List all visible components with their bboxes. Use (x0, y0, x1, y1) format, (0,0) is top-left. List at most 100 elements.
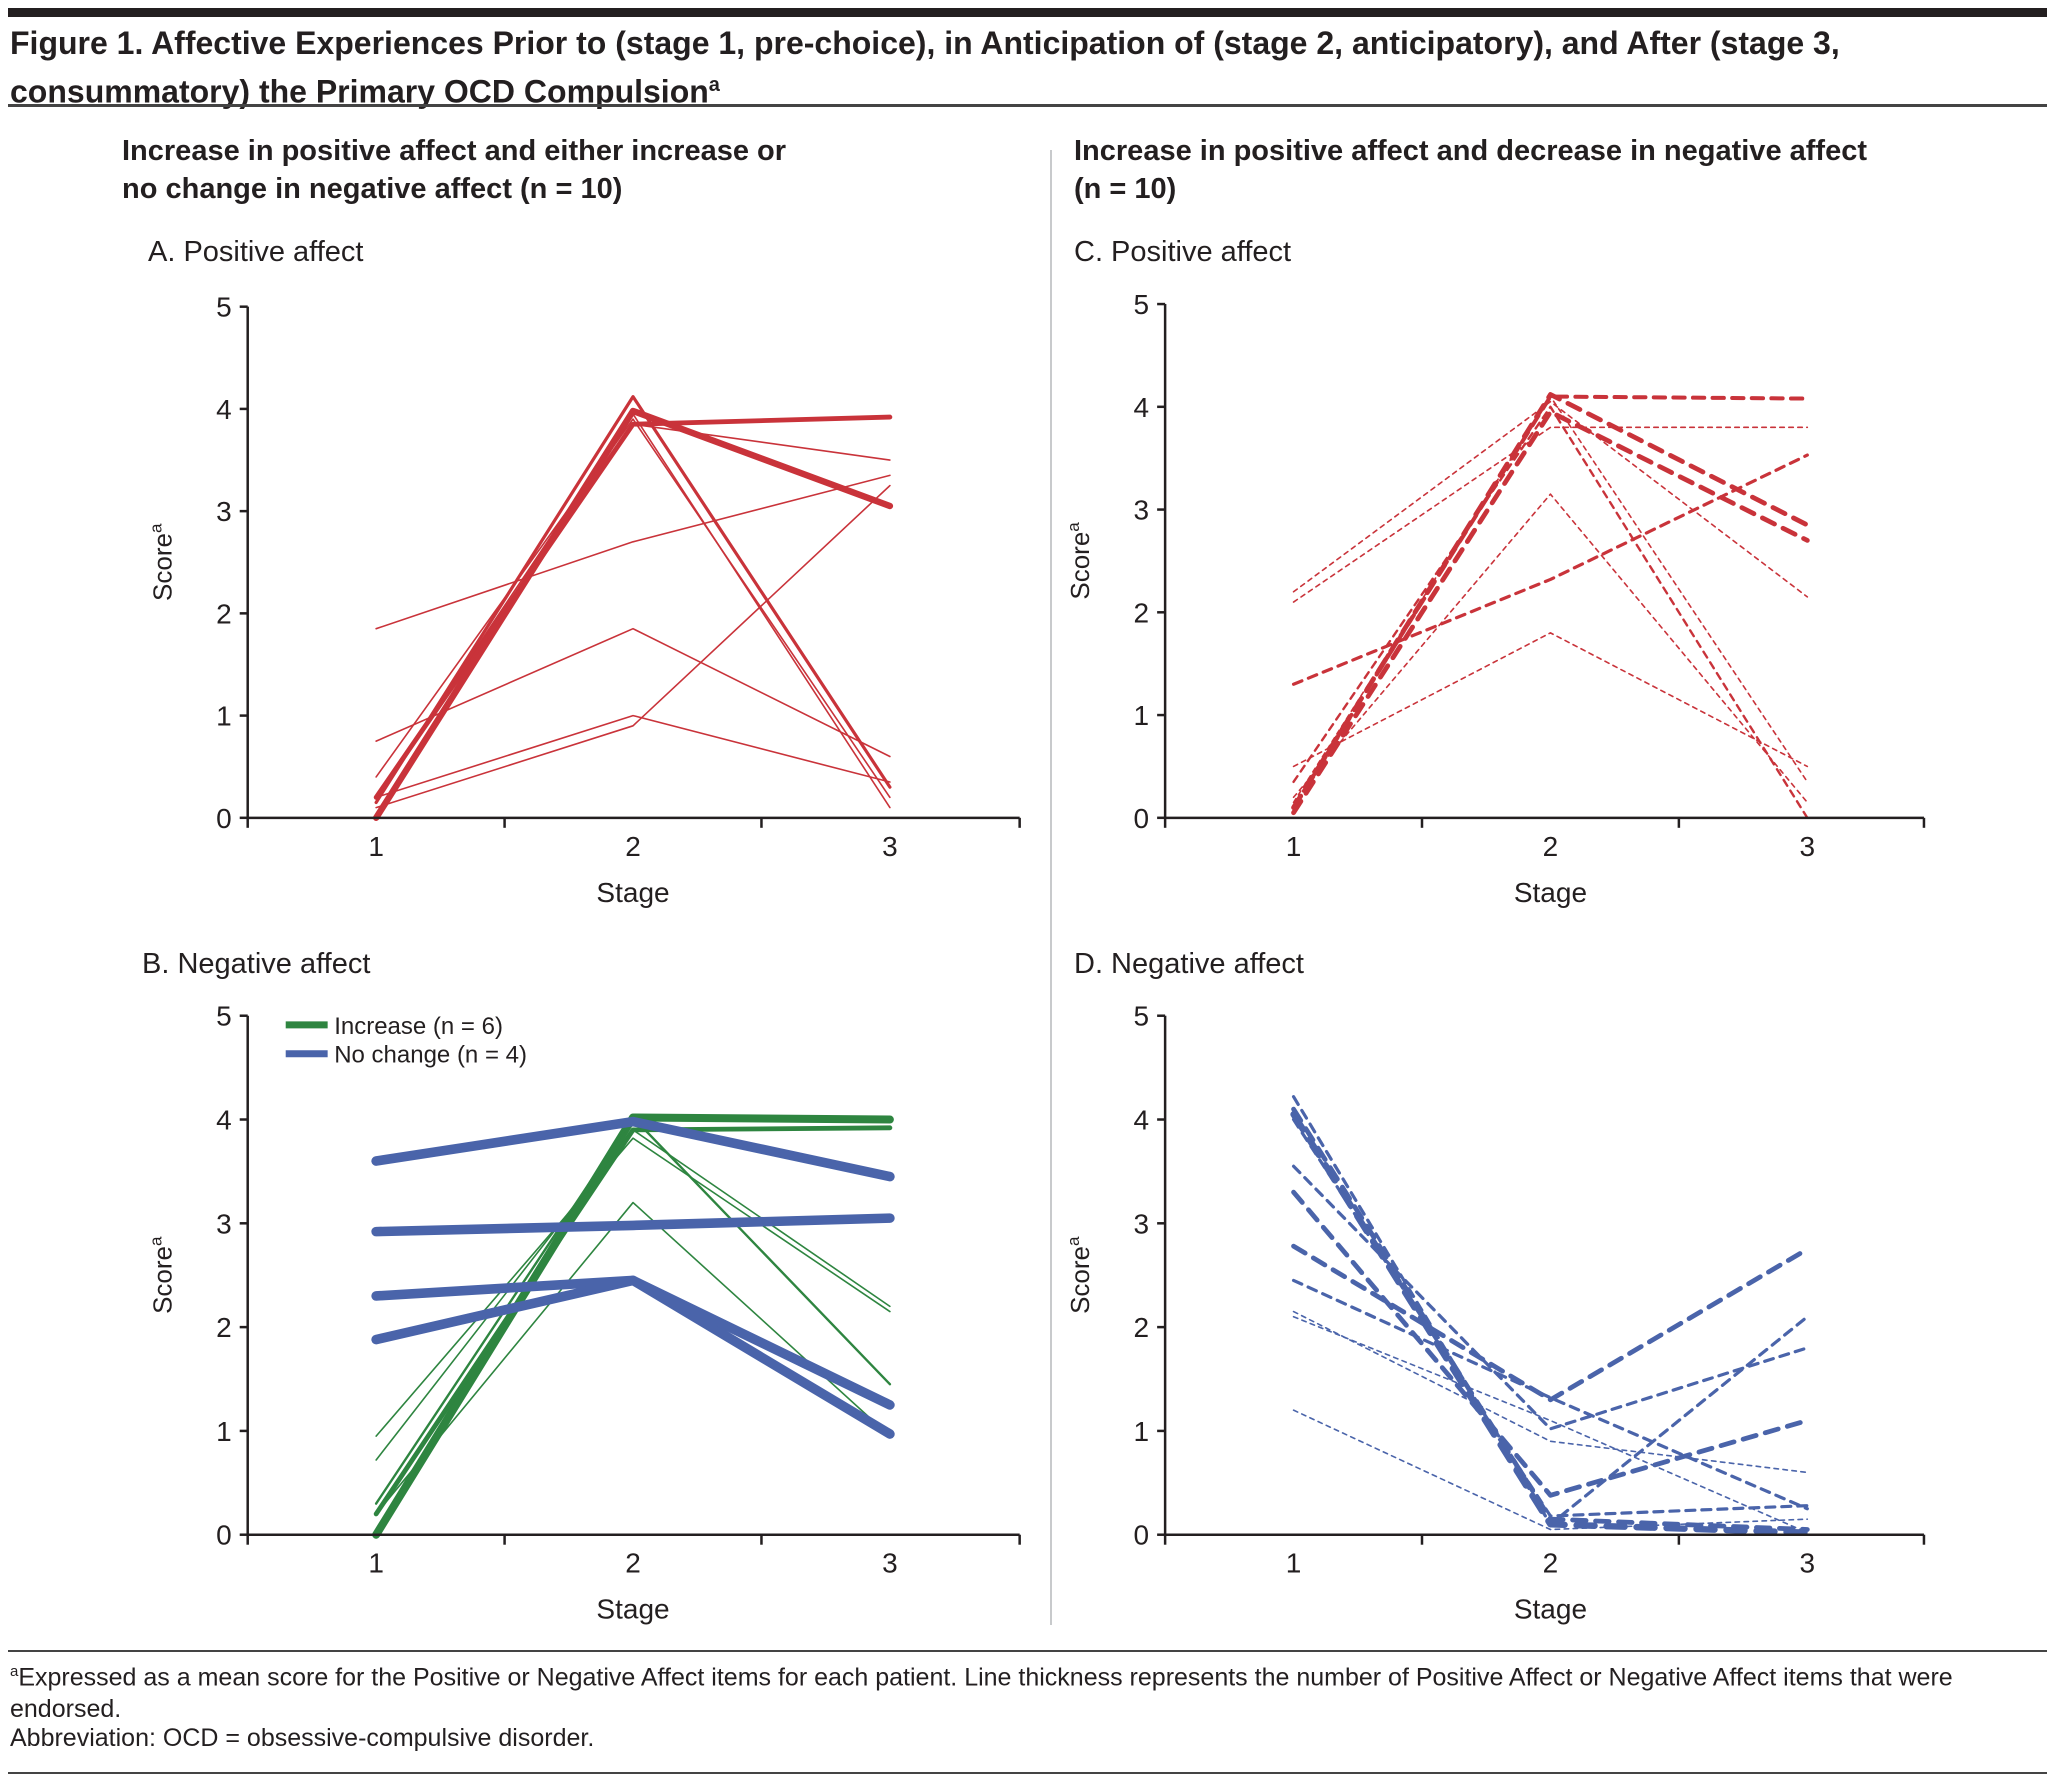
series-line-d-patient-3 (1291, 1243, 1810, 1403)
series-line-c-patient-10 (1292, 395, 1809, 804)
panel-title-d: D. Negative affect (1074, 948, 1304, 980)
series-line-a-patient-3 (374, 395, 892, 805)
series-line-c-patient-7 (1292, 426, 1809, 603)
y-axis-label-b: Scorea (147, 1236, 178, 1314)
series-line-b-increase-6 (375, 1201, 891, 1515)
series-line-b-increase-5 (375, 1129, 891, 1461)
series-line-a-patient-4 (375, 418, 891, 799)
footnote-1: aExpressed as a mean score for the Posit… (10, 1663, 1953, 1724)
series-line-c-patient-4 (1291, 453, 1809, 686)
series-line-d-patient-5 (1291, 1095, 1809, 1526)
x-tick-label-a-2: 2 (625, 831, 641, 862)
series-line-b-no-change-4 (371, 1275, 895, 1410)
legend-label-b-0: Increase (n = 6) (334, 1013, 503, 1040)
series-line-d-patient-6 (1291, 1164, 1809, 1431)
panel-title-b: B. Negative affect (142, 948, 371, 980)
series-line-a-patient-7 (375, 627, 891, 758)
x-tick-label-d-2: 2 (1543, 1548, 1559, 1579)
y-tick-label-c-3: 3 (1134, 495, 1150, 526)
y-tick-label-c-4: 4 (1134, 392, 1150, 423)
legend-label-b-1: No change (n = 4) (334, 1042, 527, 1069)
y-tick-label-b-1: 1 (216, 1416, 232, 1447)
footnote-rule-bottom (8, 1772, 2047, 1774)
series-line-d-patient-8 (1291, 1117, 1809, 1518)
x-tick-label-b-2: 2 (625, 1548, 641, 1579)
y-tick-label-c-2: 2 (1134, 597, 1150, 628)
y-tick-label-b-3: 3 (216, 1208, 232, 1239)
x-axis-label-a: Stage (596, 877, 669, 908)
series-line-d-patient-7 (1291, 1278, 1809, 1511)
series-line-c-patient-2 (1291, 409, 1810, 816)
x-axis-label-b: Stage (596, 1594, 669, 1625)
group-title-right: Increase in positive affect and decrease… (1074, 135, 1867, 205)
y-tick-label-a-0: 0 (216, 803, 232, 834)
y-axis-label-sup-b: a (147, 1236, 166, 1246)
x-axis-label-d: Stage (1514, 1594, 1587, 1625)
figure-title: Figure 1. Affective Experiences Prior to… (10, 25, 1840, 110)
y-tick-label-d-5: 5 (1134, 1001, 1150, 1032)
x-tick-label-b-1: 1 (368, 1548, 384, 1579)
y-tick-label-a-3: 3 (216, 496, 232, 527)
series-line-b-no-change-2 (371, 1213, 895, 1237)
y-tick-label-b-0: 0 (216, 1520, 232, 1551)
x-axis-label-c: Stage (1514, 877, 1587, 908)
y-tick-label-c-5: 5 (1134, 289, 1150, 320)
y-tick-label-b-5: 5 (216, 1001, 232, 1032)
y-tick-label-c-0: 0 (1134, 803, 1150, 834)
series-line-a-patient-5 (375, 413, 891, 809)
y-tick-label-d-2: 2 (1134, 1312, 1150, 1343)
series-line-a-patient-1 (372, 407, 894, 822)
y-tick-label-a-4: 4 (216, 394, 232, 425)
panel-title-c: C. Positive affect (1074, 236, 1292, 268)
y-axis-label-a: Scorea (147, 523, 178, 601)
title-rule (8, 104, 2047, 107)
series-line-c-patient-3 (1291, 394, 1810, 810)
y-tick-label-d-3: 3 (1134, 1208, 1150, 1239)
x-tick-label-b-3: 3 (882, 1548, 898, 1579)
series-line-c-patient-9 (1292, 493, 1809, 804)
y-tick-label-b-4: 4 (216, 1105, 232, 1136)
y-tick-label-d-4: 4 (1134, 1105, 1150, 1136)
panel-divider (1050, 150, 1052, 1625)
x-tick-label-a-3: 3 (882, 831, 898, 862)
series-line-d-patient-2 (1291, 1106, 1810, 1532)
series-line-a-patient-9 (375, 484, 891, 809)
series-line-a-patient-8 (375, 714, 891, 799)
series-line-c-patient-1 (1291, 392, 1810, 810)
series-line-b-no-change-1 (371, 1116, 895, 1182)
series-line-d-patient-4 (1291, 1189, 1810, 1498)
x-tick-label-d-3: 3 (1800, 1548, 1816, 1579)
footnote-2: Abbreviation: OCD = obsessive-compulsive… (10, 1724, 595, 1752)
footnote-rule-top (8, 1650, 2047, 1652)
y-axis-label-d: Scorea (1064, 1236, 1095, 1314)
series-line-c-patient-6 (1292, 400, 1809, 598)
y-tick-label-b-2: 2 (216, 1312, 232, 1343)
series-line-a-patient-10 (375, 423, 891, 799)
series-line-d-patient-11 (1292, 1409, 1809, 1531)
series-line-b-increase-3 (374, 1116, 892, 1505)
series-line-a-patient-6 (375, 474, 891, 630)
series-line-d-patient-10 (1292, 1315, 1809, 1534)
y-tick-label-a-2: 2 (216, 598, 232, 629)
series-line-c-patient-5 (1292, 405, 1809, 820)
y-tick-label-a-1: 1 (216, 701, 232, 732)
group-title-left: Increase in positive affect and either i… (122, 135, 787, 205)
top-bar (8, 8, 2047, 17)
x-tick-label-d-1: 1 (1286, 1548, 1302, 1579)
series-line-d-patient-9 (1292, 1310, 1809, 1474)
y-tick-label-d-1: 1 (1134, 1416, 1150, 1447)
panel-title-a: A. Positive affect (148, 236, 364, 268)
y-tick-label-a-5: 5 (216, 292, 232, 323)
y-tick-label-d-0: 0 (1134, 1520, 1150, 1551)
x-tick-label-c-1: 1 (1286, 831, 1302, 862)
y-tick-label-c-1: 1 (1134, 700, 1150, 731)
series-line-b-increase-4 (375, 1137, 891, 1437)
y-axis-label-sup-c: a (1064, 522, 1083, 532)
title-superscript: a (708, 74, 720, 96)
series-line-d-patient-1 (1290, 1111, 1811, 1536)
x-tick-label-c-3: 3 (1800, 831, 1816, 862)
series-line-c-patient-8 (1292, 632, 1809, 768)
y-axis-label-sup-a: a (147, 523, 166, 533)
x-tick-label-a-1: 1 (368, 831, 384, 862)
